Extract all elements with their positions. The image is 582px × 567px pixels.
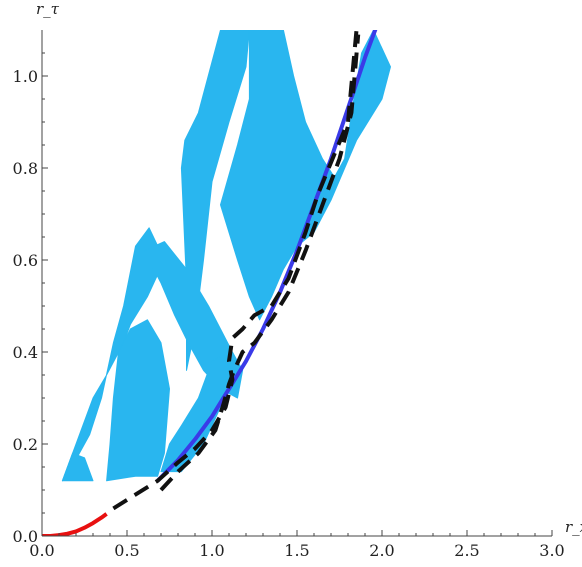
feasible-region-polygon <box>62 453 93 481</box>
x-tick-label: 3.0 <box>539 541 564 560</box>
y-tick-label: 0.8 <box>13 159 38 178</box>
y-tick-label: 0.4 <box>13 343 38 362</box>
y-tick-label: 0.0 <box>13 527 38 546</box>
y-tick-label: 0.2 <box>13 435 38 454</box>
y-axis-label: r_τ <box>36 0 60 18</box>
region-layer <box>62 30 390 481</box>
x-tick-label: 1.5 <box>284 541 309 560</box>
x-tick-label: 2.0 <box>369 541 394 560</box>
x-tick-label: 1.0 <box>199 541 224 560</box>
y-tick-label: 1.0 <box>13 67 38 86</box>
feasible-region-polygon <box>221 30 391 320</box>
y-tick-label: 0.6 <box>13 251 38 270</box>
x-tick-label: 2.5 <box>454 541 479 560</box>
series-line-1 <box>42 514 107 536</box>
x-tick-label: 0.5 <box>114 541 139 560</box>
x-axis-label: r_x <box>565 518 582 536</box>
